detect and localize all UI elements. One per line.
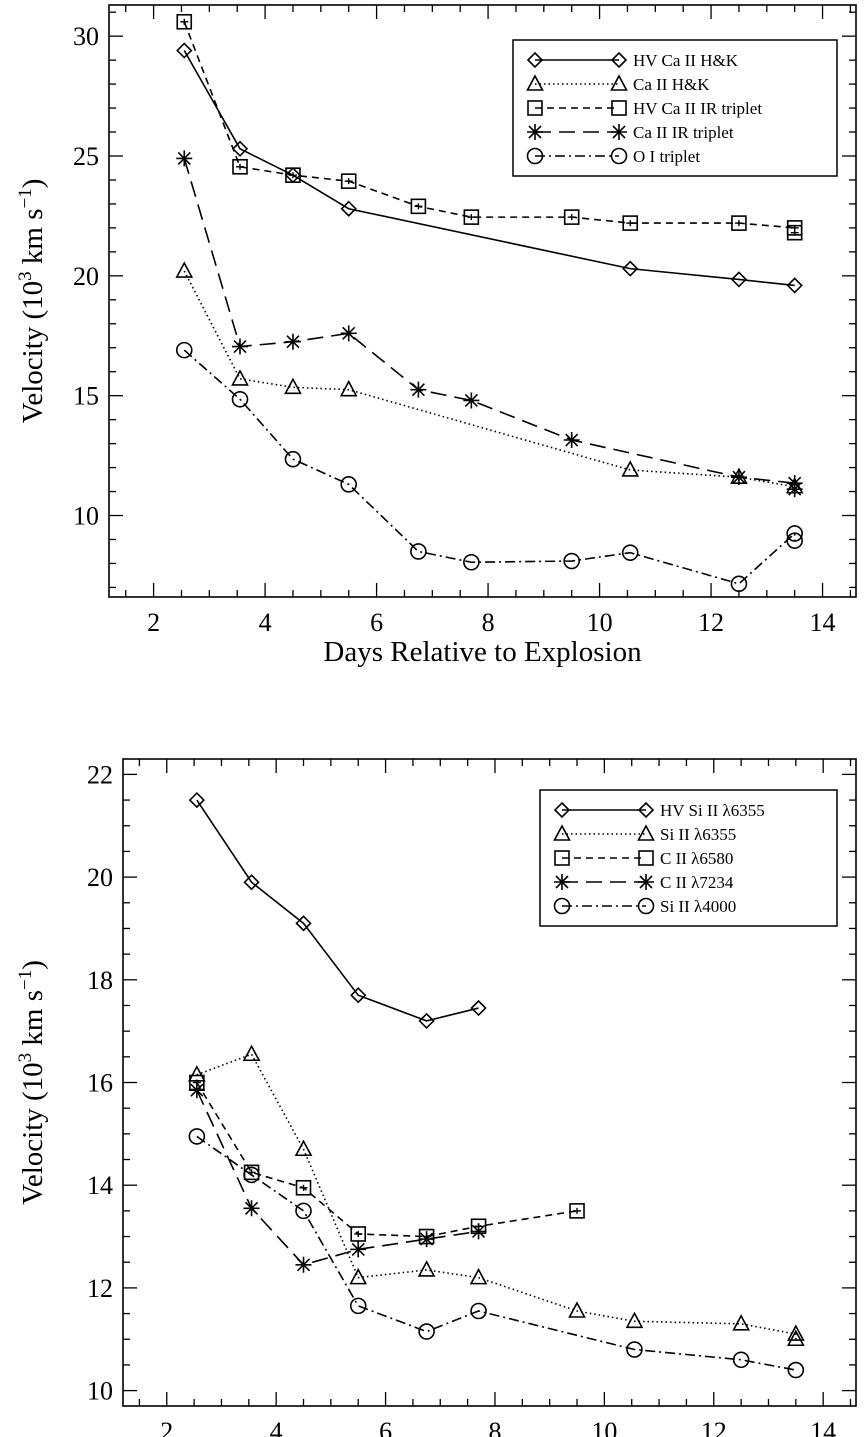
y-tick-label: 18 <box>87 966 113 995</box>
x-tick-label: 6 <box>370 608 383 637</box>
legend-label: HV Ca II H&K <box>633 51 739 70</box>
x-tick-label: 10 <box>587 608 613 637</box>
x-tick-label: 6 <box>379 1417 392 1437</box>
data-point <box>296 1203 311 1218</box>
series-line <box>197 1083 577 1237</box>
data-point <box>463 392 479 408</box>
series-line <box>197 1054 796 1339</box>
data-point <box>787 481 803 497</box>
data-point <box>176 150 192 166</box>
legend-label: O I triplet <box>633 147 700 166</box>
series-ca-ii-h-k <box>177 263 802 493</box>
x-tick-label: 4 <box>259 608 272 637</box>
legend-label: HV Si II λ6355 <box>660 801 765 820</box>
series-c-ii-7234 <box>189 1082 487 1273</box>
data-point <box>285 379 300 393</box>
x-tick-label: 2 <box>147 608 160 637</box>
data-point <box>734 1352 749 1367</box>
data-point <box>233 371 248 385</box>
series-line <box>197 1136 796 1370</box>
legend-marker <box>611 124 627 140</box>
legend-label: C II λ7234 <box>660 873 734 892</box>
y-tick-label: 14 <box>87 1171 113 1200</box>
data-point <box>177 263 192 277</box>
data-point <box>232 339 248 355</box>
legend-label: Si II λ6355 <box>660 825 736 844</box>
legend-label: Si II λ4000 <box>660 897 736 916</box>
y-tick-label: 16 <box>87 1069 113 1098</box>
data-point <box>189 1082 205 1098</box>
data-point <box>189 1067 204 1081</box>
legend-marker <box>554 874 570 890</box>
data-point <box>410 382 426 398</box>
data-point <box>564 432 580 448</box>
data-point <box>471 1223 487 1239</box>
data-point <box>731 469 747 485</box>
x-tick-label: 8 <box>488 1417 501 1437</box>
y-tick-label: 20 <box>73 262 99 291</box>
series-line <box>197 1090 479 1265</box>
series-si-ii-4000 <box>189 1129 803 1378</box>
data-point <box>244 1046 259 1060</box>
data-point <box>471 1270 486 1284</box>
x-tick-label: 10 <box>591 1417 617 1437</box>
x-axis-title: Days Relative to Explosion <box>323 636 642 668</box>
legend: HV Ca II H&K Ca II H&K HV Ca II IR triplet… <box>513 40 837 176</box>
top-velocity-panel: 2 4 6 8 10 12 14 10 15 20 25 30 Days Relative to Exp… <box>15 5 856 668</box>
data-point <box>351 1298 366 1313</box>
x-tick-label: 14 <box>810 608 836 637</box>
data-point <box>341 325 357 341</box>
legend-label: C II λ6580 <box>660 849 733 868</box>
y-tick-label: 25 <box>73 142 99 171</box>
data-point <box>734 1316 749 1330</box>
y-axis-title: Velocity (103 km s−1) <box>15 179 49 424</box>
data-point <box>627 1313 642 1327</box>
x-tick-label: 12 <box>701 1417 727 1437</box>
x-tick-label: 2 <box>160 1417 173 1437</box>
data-point <box>296 1257 312 1273</box>
legend-marker <box>638 874 654 890</box>
y-tick-label: 15 <box>73 382 99 411</box>
y-tick-label: 20 <box>87 863 113 892</box>
x-tick-label: 8 <box>482 608 495 637</box>
data-point <box>296 1141 311 1155</box>
legend-marker <box>527 124 543 140</box>
y-axis-title: Velocity (103 km s−1) <box>15 960 49 1205</box>
bottom-velocity-panel: 246810121410121416182022Days Relative to… <box>15 759 856 1437</box>
series-line <box>184 271 794 487</box>
legend-label: HV Ca II IR triplet <box>633 99 762 118</box>
y-tick-label: 22 <box>87 760 113 789</box>
legend-label: Ca II IR triplet <box>633 123 734 142</box>
series-hv-si-ii-6355 <box>190 793 486 1028</box>
x-tick-label: 12 <box>698 608 724 637</box>
x-tick-label: 4 <box>270 1417 283 1437</box>
series-ca-ii-ir-triplet <box>176 150 802 497</box>
y-tick-label: 10 <box>73 502 99 531</box>
data-point <box>788 1363 803 1378</box>
data-point <box>419 1324 434 1339</box>
data-point <box>411 544 426 559</box>
series-c-ii-6580 <box>190 1076 584 1244</box>
data-point <box>350 1241 366 1257</box>
data-point <box>731 576 746 591</box>
data-point <box>419 1231 435 1247</box>
data-point <box>570 1303 585 1317</box>
x-tick-label: 14 <box>810 1417 836 1437</box>
data-point <box>285 334 301 350</box>
y-tick-label: 12 <box>87 1274 113 1303</box>
data-point <box>244 1200 260 1216</box>
y-tick-label: 10 <box>87 1377 113 1406</box>
legend-label: Ca II H&K <box>633 75 710 94</box>
data-point <box>419 1262 434 1276</box>
series-o-i-triplet <box>177 343 802 592</box>
legend: HV Si II λ6355 Si II λ6355 C II λ6580 C II … <box>540 790 837 926</box>
series-line <box>197 800 479 1021</box>
y-tick-label: 30 <box>73 22 99 51</box>
